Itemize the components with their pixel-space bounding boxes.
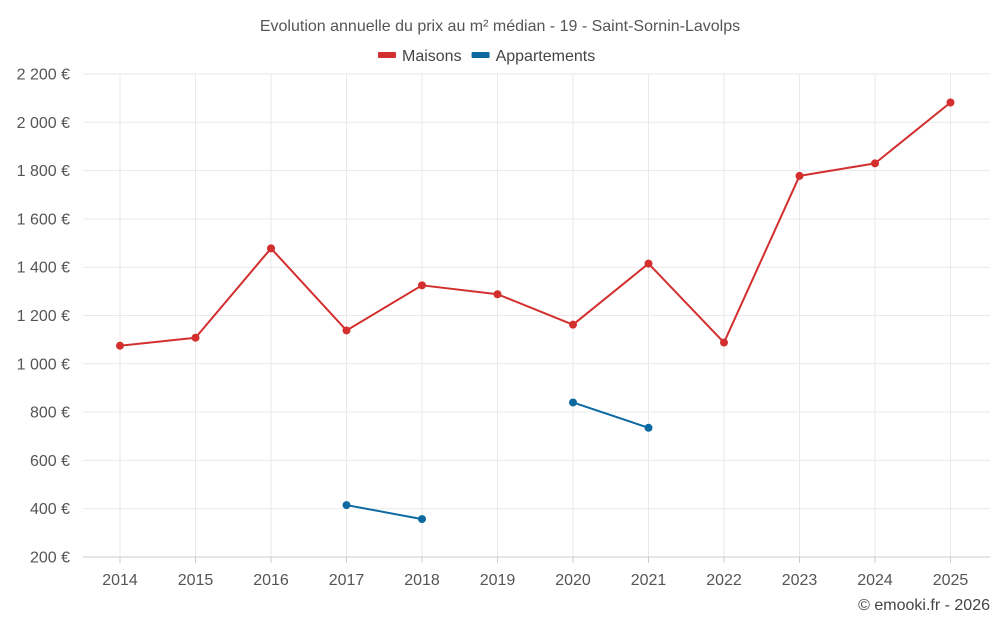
legend-swatch xyxy=(471,52,490,58)
x-tick-label: 2018 xyxy=(404,572,440,589)
y-tick-label: 200 € xyxy=(30,550,70,567)
legend-item-appartements[interactable]: Appartements xyxy=(471,48,596,65)
x-axis: 2014 2015 2016 2017 2018 2019 2020 2021 2022 2023… xyxy=(83,556,990,589)
x-tick-label: 2021 xyxy=(631,572,667,589)
data-point-maisons[interactable] xyxy=(116,341,124,350)
series-maisons[interactable] xyxy=(116,98,955,350)
y-axis: 200 € 400 € 600 € 800 € 1 000 € 1 200 € 1 400 … xyxy=(17,67,70,567)
y-tick-label: 1 000 € xyxy=(17,356,70,373)
data-point-maisons[interactable] xyxy=(795,171,804,180)
data-point-appartements[interactable] xyxy=(569,398,577,407)
data-point-appartements[interactable] xyxy=(644,423,653,432)
x-tick-label: 2015 xyxy=(178,572,214,589)
series-appartements[interactable] xyxy=(342,398,653,524)
x-tick-label: 2023 xyxy=(782,572,818,589)
data-point-maisons[interactable] xyxy=(418,281,426,290)
data-point-appartements[interactable] xyxy=(342,501,351,510)
x-tick-label: 2025 xyxy=(933,572,969,589)
legend-swatch xyxy=(378,52,396,58)
data-point-maisons[interactable] xyxy=(569,320,577,329)
data-point-maisons[interactable] xyxy=(946,98,955,107)
x-tick-label: 2019 xyxy=(480,572,516,589)
y-tick-label: 800 € xyxy=(30,405,70,422)
data-point-maisons[interactable] xyxy=(644,259,653,268)
data-point-appartements[interactable] xyxy=(418,515,426,524)
y-tick-label: 400 € xyxy=(30,501,70,518)
chart-title: Evolution annuelle du prix au m² médian … xyxy=(260,18,740,35)
x-tick-label: 2017 xyxy=(329,572,365,589)
series-line-maisons xyxy=(119,101,952,347)
data-point-maisons[interactable] xyxy=(191,333,200,342)
y-tick-label: 1 800 € xyxy=(17,163,70,180)
y-tick-label: 2 200 € xyxy=(17,67,70,84)
x-tick-label: 2020 xyxy=(555,572,591,589)
x-tick-label: 2024 xyxy=(857,572,893,589)
y-tick-label: 2 000 € xyxy=(17,115,70,132)
legend-item-maisons[interactable]: Maisons xyxy=(378,48,462,65)
data-point-maisons[interactable] xyxy=(871,159,879,168)
y-tick-label: 1 600 € xyxy=(17,211,70,228)
x-tick-label: 2014 xyxy=(102,572,138,589)
credit-text[interactable]: © emooki.fr - 2026 xyxy=(858,597,990,614)
x-tick-label: 2016 xyxy=(253,572,289,589)
legend-label: Appartements xyxy=(496,48,596,65)
legend[interactable]: Maisons Appartements xyxy=(378,48,595,65)
grid xyxy=(83,73,990,558)
series-line-appartements xyxy=(572,401,649,429)
y-tick-label: 1 200 € xyxy=(17,308,70,325)
y-tick-label: 1 400 € xyxy=(17,260,70,277)
y-tick-label: 600 € xyxy=(30,453,70,470)
data-point-maisons[interactable] xyxy=(493,290,502,299)
data-point-maisons[interactable] xyxy=(720,338,728,347)
data-point-maisons[interactable] xyxy=(342,326,351,335)
x-tick-label: 2022 xyxy=(706,572,742,589)
data-point-maisons[interactable] xyxy=(267,244,275,253)
series-layer xyxy=(116,98,955,524)
legend-label: Maisons xyxy=(402,48,462,65)
series-line-appartements xyxy=(346,504,423,521)
